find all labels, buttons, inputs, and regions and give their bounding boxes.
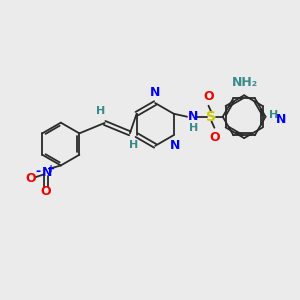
Text: +: + bbox=[47, 164, 55, 174]
Text: O: O bbox=[203, 90, 214, 103]
Text: H: H bbox=[96, 106, 106, 116]
Text: NH₂: NH₂ bbox=[232, 76, 258, 89]
Text: S: S bbox=[206, 110, 216, 124]
Text: N: N bbox=[150, 86, 160, 99]
Text: H: H bbox=[189, 123, 198, 133]
Text: O: O bbox=[41, 185, 51, 198]
Text: O: O bbox=[209, 131, 220, 144]
Text: N: N bbox=[42, 167, 52, 179]
Text: H: H bbox=[269, 110, 278, 120]
Text: N: N bbox=[170, 139, 180, 152]
Text: N: N bbox=[188, 110, 198, 123]
Text: -: - bbox=[35, 165, 40, 178]
Text: O: O bbox=[26, 172, 36, 185]
Text: N: N bbox=[276, 112, 286, 126]
Text: H: H bbox=[129, 140, 138, 150]
